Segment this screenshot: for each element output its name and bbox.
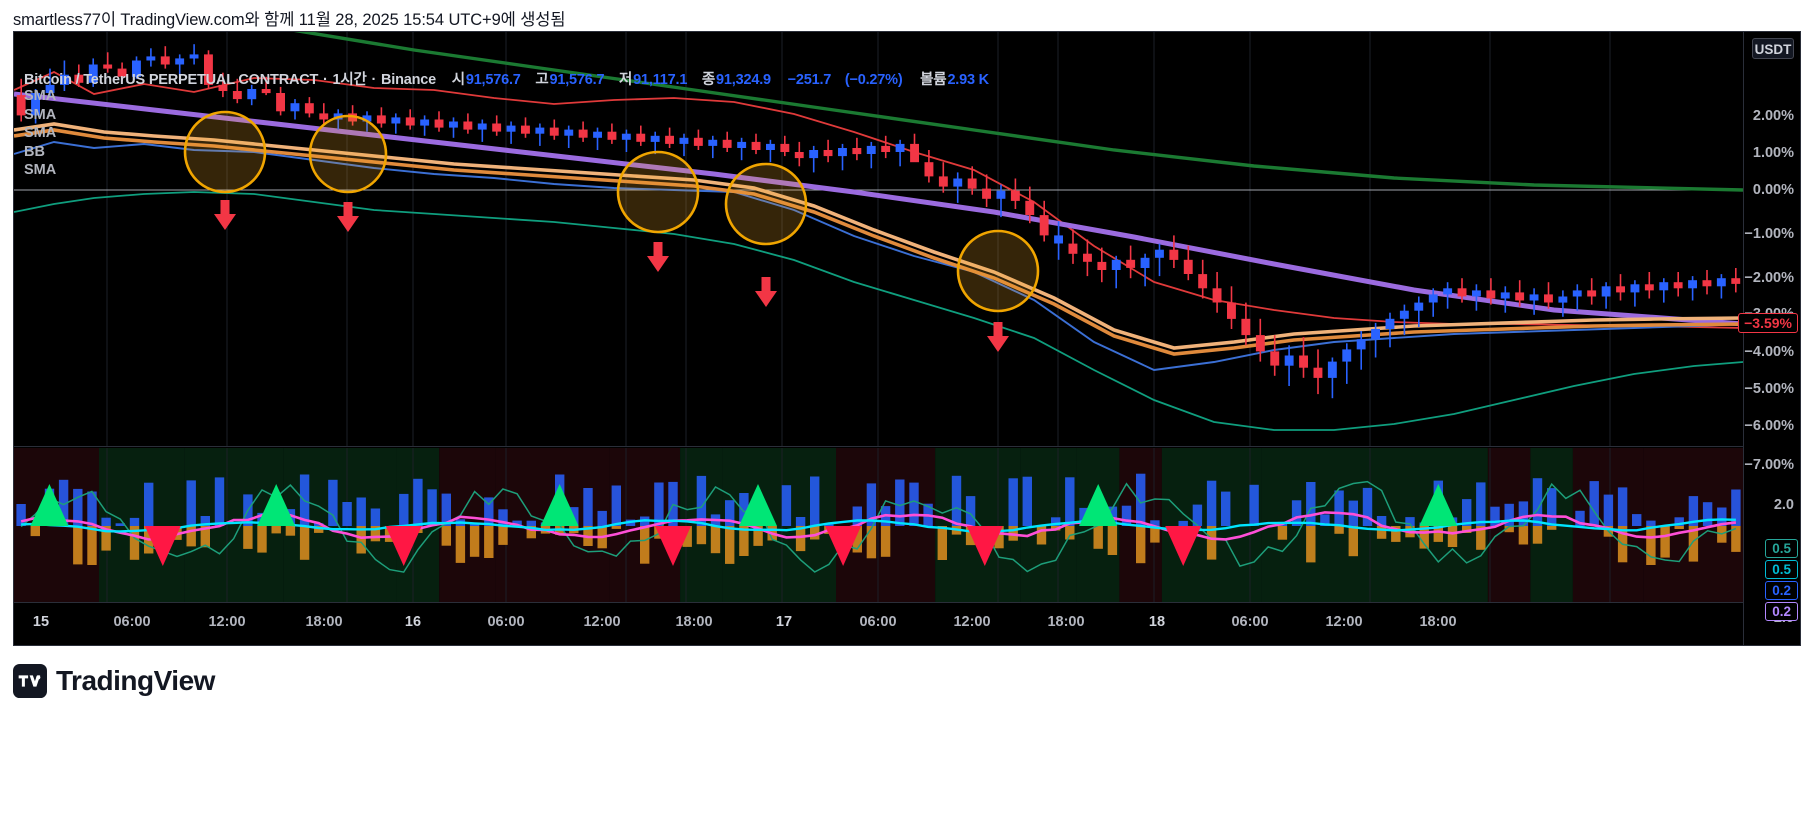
time-axis-divider (14, 602, 1800, 603)
time-tick-label: 06:00 (487, 614, 525, 630)
sma-blue-line (14, 141, 1743, 371)
bb-lower-band (14, 191, 1743, 431)
tso-indicator-pane[interactable]: TSO PRO v2 Entry (10, 6, 6, 1, close, 34… (14, 448, 1743, 603)
signal-circles (183, 110, 1040, 313)
price-tick-label: 0.00% (1752, 182, 1794, 198)
currency-unit-badge[interactable]: USDT (1752, 38, 1794, 59)
tso-badge-1[interactable]: 0.5 (1765, 539, 1798, 558)
time-tick-label: 12:00 (208, 614, 246, 630)
time-tick-label: 06:00 (859, 614, 897, 630)
price-axis[interactable]: USDT 2.00% 1.00% 0.00% −1.00% −2.00% −3.… (1738, 32, 1800, 645)
time-tick-label: 18:00 (1419, 614, 1457, 630)
tso-badge-3[interactable]: 0.2 (1765, 581, 1798, 600)
legend-sep-2: · (371, 72, 377, 88)
sma-green-line (293, 32, 1743, 192)
attribution-text: smartless77이 TradingView.com와 함께 11월 28,… (13, 11, 566, 29)
close-value: 91,324.9 (716, 72, 771, 88)
pane-divider[interactable] (14, 446, 1743, 447)
indicator-legend-item[interactable]: SMA (24, 162, 57, 179)
time-tick-label: 12:00 (953, 614, 991, 630)
tradingview-logo-icon (13, 664, 47, 698)
price-tick-label: −2.00% (1744, 270, 1794, 286)
main-price-pane[interactable]: Bitcoin / TetherUS PERPETUAL CONTRACT · … (14, 32, 1743, 447)
time-tick-label: 18:00 (1047, 614, 1085, 630)
candlestick-series (16, 44, 1741, 399)
price-tick-label: −4.00% (1744, 344, 1794, 360)
price-tick-label: −5.00% (1744, 381, 1794, 397)
low-value: 91,117.1 (633, 72, 688, 88)
signal-arrows-down (214, 200, 1009, 352)
change-percent: (−0.27%) (844, 72, 903, 88)
price-tick-label: −6.00% (1744, 418, 1794, 434)
time-tick-label: 18:00 (305, 614, 343, 630)
current-price-badge[interactable]: −3.59% (1738, 313, 1798, 333)
chart-frame: Bitcoin / TetherUS PERPETUAL CONTRACT · … (13, 31, 1801, 646)
time-tick-label: 18:00 (675, 614, 713, 630)
volume-value: 2.93 K (947, 72, 989, 88)
symbol-name: Bitcoin / TetherUS PERPETUAL CONTRACT (24, 72, 319, 88)
indicator-legend-item[interactable]: SMA (24, 106, 57, 123)
time-tick-label: 17 (775, 614, 793, 630)
time-tick-label: 16 (404, 614, 422, 630)
time-tick-label: 06:00 (1231, 614, 1269, 630)
close-label: 종 (701, 72, 716, 88)
sma-purple-line (14, 91, 1743, 327)
time-tick-label: 15 (32, 614, 50, 630)
tso-badge-4[interactable]: 0.2 (1765, 602, 1798, 621)
time-tick-label: 18 (1148, 614, 1166, 630)
time-tick-label: 06:00 (113, 614, 151, 630)
volume-label: 볼륨 (920, 72, 947, 88)
tso-signal-triangles (30, 484, 1458, 566)
time-tick-label: 12:00 (583, 614, 621, 630)
time-axis[interactable]: 15 06:00 12:00 18:00 16 06:00 12:00 18:0… (14, 603, 1743, 645)
indicator-legend-item[interactable]: BB (24, 143, 45, 160)
open-value: 91,576.7 (465, 72, 521, 88)
price-tick-label: 2.00% (1752, 108, 1794, 124)
sub-axis-tick-label: 2.0 (1773, 497, 1794, 513)
open-label: 시 (451, 72, 465, 88)
price-chart-svg (14, 32, 1743, 447)
price-tick-label: −7.00% (1744, 457, 1794, 473)
change-value: −251.7 (787, 72, 832, 88)
indicator-legend-item[interactable]: SMA (24, 125, 57, 142)
symbol-interval: 1시간 (332, 72, 367, 88)
tradingview-brand[interactable]: TradingView (13, 664, 215, 698)
indicator-legend-list[interactable]: SMA SMA SMA BB SMA (24, 87, 56, 180)
symbol-exchange: Binance (380, 72, 436, 88)
symbol-legend[interactable]: Bitcoin / TetherUS PERPETUAL CONTRACT · … (24, 68, 990, 89)
indicator-legend-item[interactable]: SMA (24, 88, 57, 104)
price-tick-label: −1.00% (1744, 226, 1794, 242)
low-label: 저 (619, 72, 633, 88)
tso-badge-2[interactable]: 0.5 (1765, 560, 1798, 579)
price-tick-label: 1.00% (1752, 145, 1794, 161)
tso-chart-svg (14, 448, 1743, 603)
time-tick-label: 12:00 (1325, 614, 1363, 630)
tradingview-wordmark: TradingView (56, 665, 215, 696)
legend-sep-1: · (323, 72, 328, 88)
high-value: 91,576.7 (549, 72, 605, 88)
high-label: 고 (535, 72, 549, 88)
